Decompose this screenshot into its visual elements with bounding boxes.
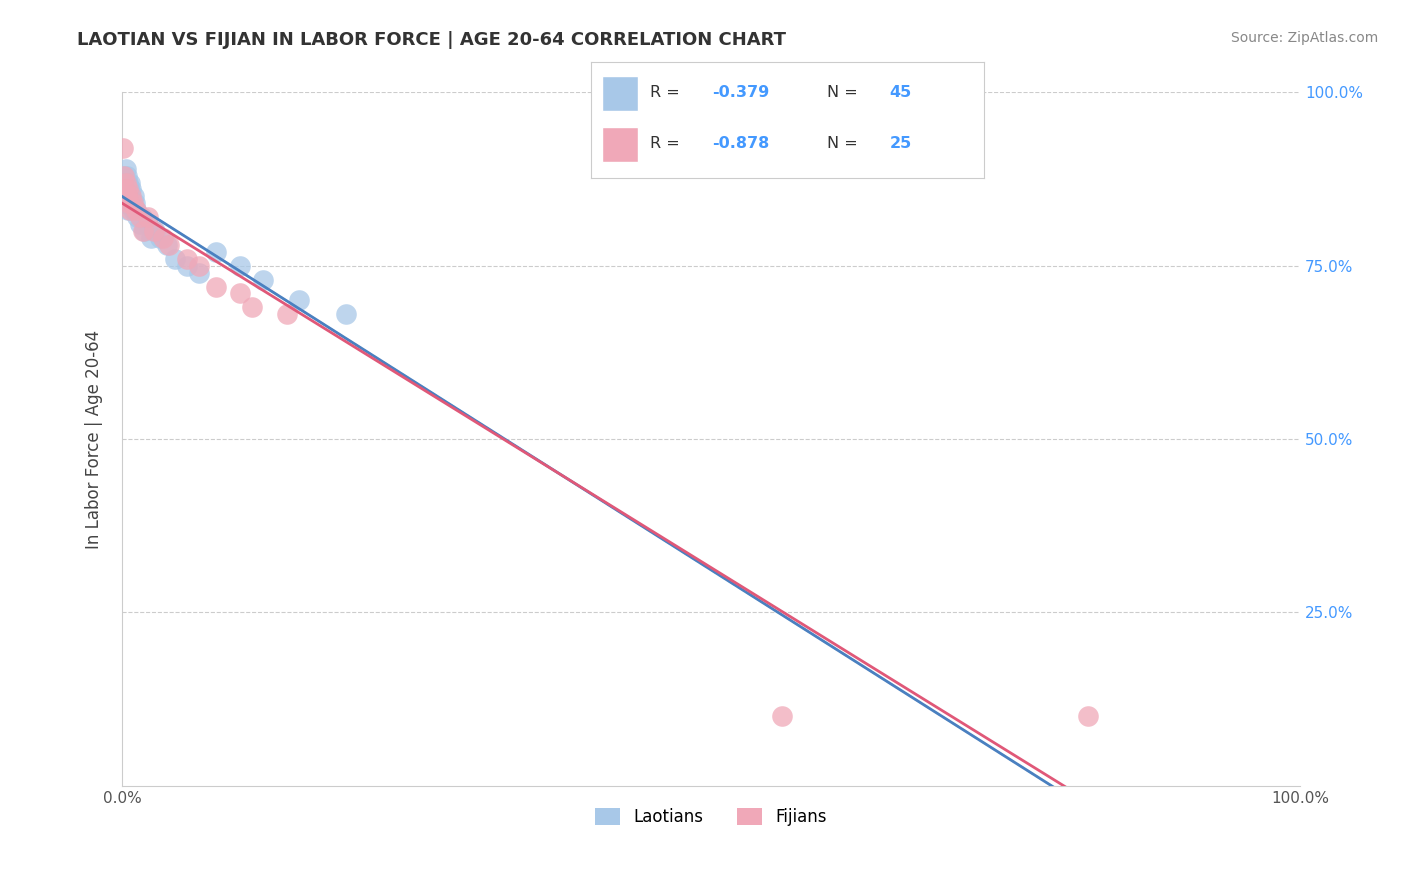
Point — [205, 279, 228, 293]
Point — [117, 182, 139, 196]
Point — [117, 203, 139, 218]
Point — [176, 252, 198, 266]
Text: 25: 25 — [890, 136, 912, 151]
Point — [115, 182, 138, 196]
Point — [121, 203, 143, 218]
Point — [121, 182, 143, 196]
Point — [114, 182, 136, 196]
Point — [114, 161, 136, 176]
Point — [114, 196, 136, 211]
Text: LAOTIAN VS FIJIAN IN LABOR FORCE | AGE 20-64 CORRELATION CHART: LAOTIAN VS FIJIAN IN LABOR FORCE | AGE 2… — [77, 31, 786, 49]
Point — [187, 259, 209, 273]
Point — [1077, 709, 1099, 723]
Point — [125, 203, 148, 218]
Point — [132, 224, 155, 238]
Point — [115, 189, 138, 203]
Point — [335, 307, 357, 321]
Point — [157, 238, 180, 252]
Point — [122, 189, 145, 203]
Y-axis label: In Labor Force | Age 20-64: In Labor Force | Age 20-64 — [86, 329, 103, 549]
Text: Source: ZipAtlas.com: Source: ZipAtlas.com — [1230, 31, 1378, 45]
Point — [115, 169, 138, 183]
Point — [125, 203, 148, 218]
Point — [142, 224, 165, 238]
Point — [120, 203, 142, 218]
Point — [131, 210, 153, 224]
Point — [165, 252, 187, 266]
Point — [114, 176, 136, 190]
Point — [112, 141, 135, 155]
Text: R =: R = — [650, 85, 685, 100]
Point — [118, 182, 141, 196]
Point — [117, 189, 139, 203]
Bar — [602, 77, 638, 112]
Point — [240, 301, 263, 315]
Point — [118, 196, 141, 211]
Point — [149, 231, 172, 245]
Text: N =: N = — [827, 136, 863, 151]
Point — [112, 196, 135, 211]
Point — [112, 182, 135, 196]
Text: R =: R = — [650, 136, 685, 151]
Point — [187, 266, 209, 280]
Legend: Laotians, Fijians: Laotians, Fijians — [589, 801, 834, 833]
Point — [112, 169, 135, 183]
Point — [112, 176, 135, 190]
Point — [121, 189, 143, 203]
Point — [136, 217, 159, 231]
Text: 45: 45 — [890, 85, 912, 100]
Point — [143, 224, 166, 238]
Bar — [602, 128, 638, 162]
Point — [229, 259, 252, 273]
Point — [120, 189, 142, 203]
Point — [176, 259, 198, 273]
Point — [128, 217, 150, 231]
Point — [112, 189, 135, 203]
Point — [120, 176, 142, 190]
Point — [141, 231, 163, 245]
Point — [770, 709, 793, 723]
Text: -0.379: -0.379 — [713, 85, 770, 100]
Point — [229, 286, 252, 301]
Point — [136, 210, 159, 224]
Point — [117, 176, 139, 190]
Point — [114, 176, 136, 190]
Point — [127, 210, 149, 224]
Text: N =: N = — [827, 85, 863, 100]
Point — [121, 196, 143, 211]
Point — [287, 293, 309, 308]
Point — [252, 272, 274, 286]
Point — [112, 169, 135, 183]
Point — [118, 196, 141, 211]
Point — [124, 196, 146, 211]
Point — [115, 196, 138, 211]
Point — [128, 210, 150, 224]
Point — [156, 238, 179, 252]
Point — [112, 189, 135, 203]
Point — [112, 182, 135, 196]
Point — [276, 307, 298, 321]
Point — [122, 203, 145, 218]
Text: -0.878: -0.878 — [713, 136, 770, 151]
Point — [121, 196, 143, 211]
Point — [134, 224, 156, 238]
Point — [112, 182, 135, 196]
Point — [152, 231, 174, 245]
Point — [205, 244, 228, 259]
